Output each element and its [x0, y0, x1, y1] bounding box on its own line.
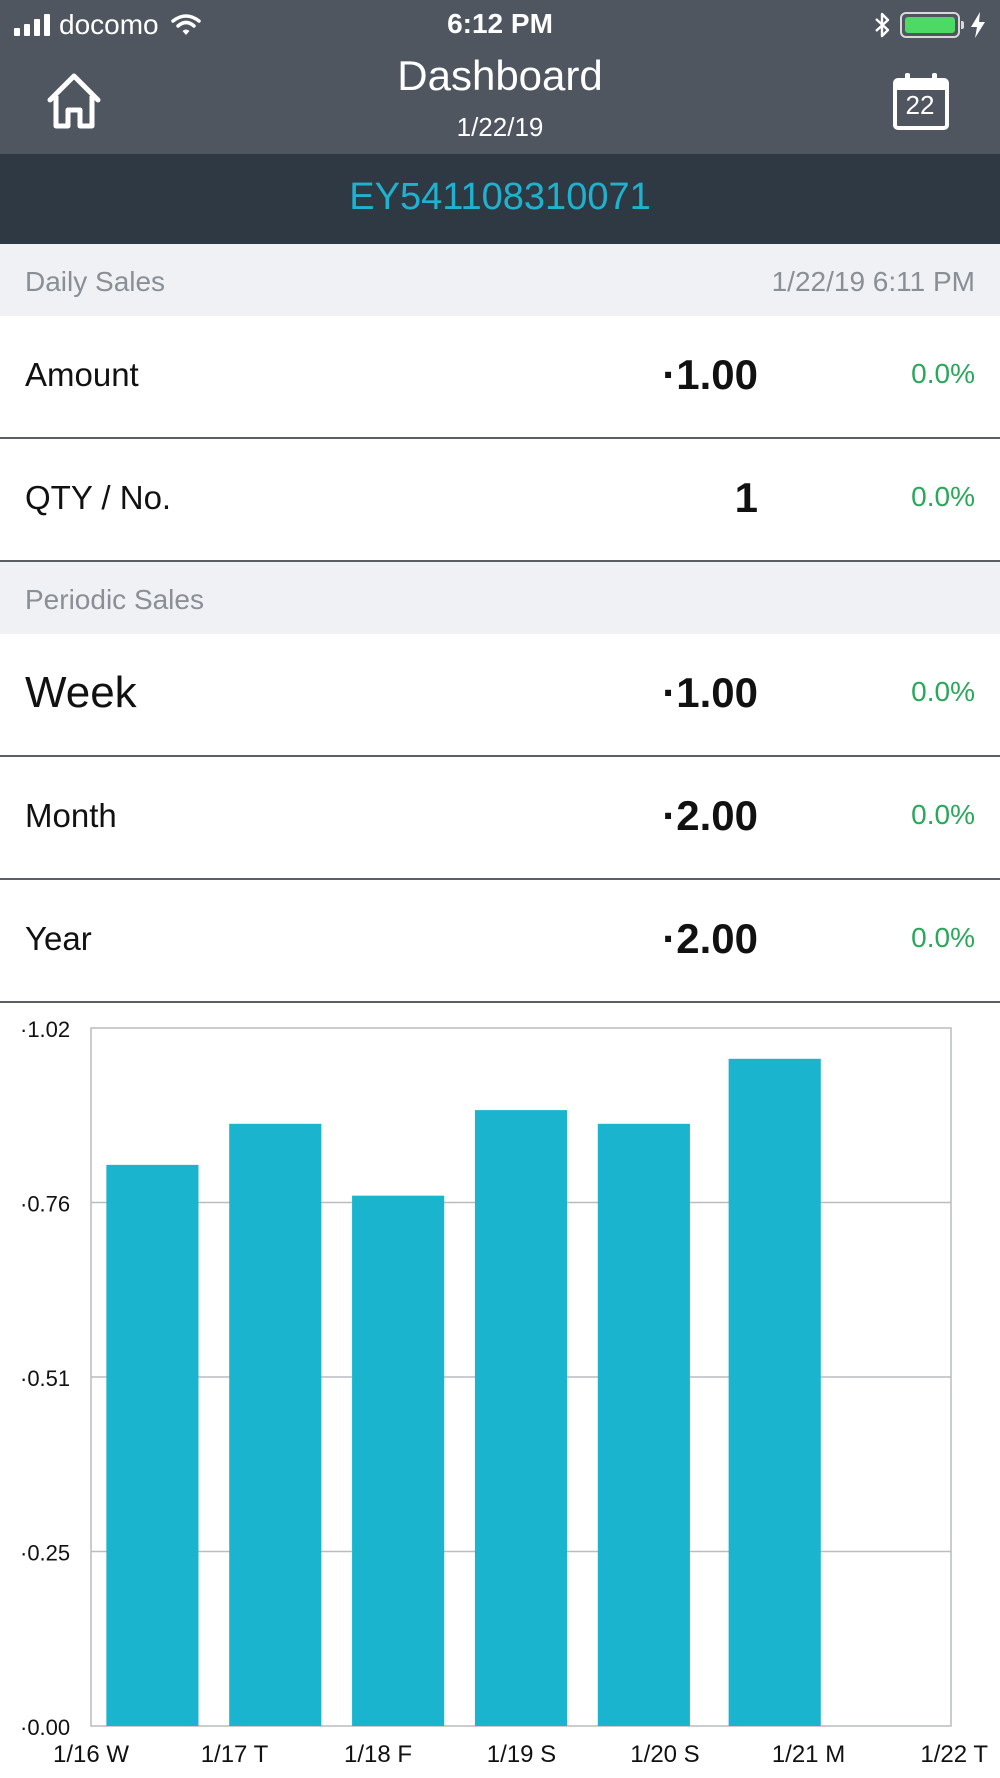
- calendar-button[interactable]: 22: [892, 72, 950, 130]
- x-tick-label: 1/19 S: [487, 1741, 556, 1768]
- row-value: ·1.00: [662, 669, 758, 716]
- x-tick-label: 1/18 F: [344, 1741, 412, 1768]
- x-tick-label: 1/20 S: [630, 1741, 699, 1768]
- signal-icon: [14, 14, 50, 36]
- row-amount: Amount ·1.00 0.0%: [0, 316, 1000, 439]
- page-subtitle-date: 1/22/19: [456, 112, 544, 142]
- x-tick-label: 1/16 W: [53, 1741, 129, 1768]
- bar: [597, 1123, 690, 1726]
- row-percent: 0.0%: [911, 922, 975, 953]
- bar: [728, 1058, 821, 1726]
- bar: [352, 1195, 445, 1726]
- x-tick-label: 1/21 M: [772, 1741, 845, 1768]
- row-label: Week: [25, 668, 137, 717]
- home-button[interactable]: [44, 72, 104, 130]
- row-value: ·1.00: [662, 351, 758, 398]
- wifi-icon: [170, 14, 201, 35]
- row-year: Year ·2.00 0.0%: [0, 880, 1000, 1003]
- row-value: 1: [734, 474, 758, 521]
- carrier-label: docomo: [59, 9, 159, 40]
- calendar-day: 22: [905, 90, 935, 120]
- status-left: docomo: [14, 8, 201, 42]
- row-label: Year: [25, 920, 92, 957]
- calendar-icon: [893, 73, 949, 130]
- row-percent: 0.0%: [911, 358, 975, 389]
- row-label: Month: [25, 797, 117, 834]
- y-tick-label: ·0.51: [20, 1366, 70, 1391]
- top-bar: docomo 6:12 PM Dashboard 1/22/19 22: [0, 0, 1000, 154]
- row-label: QTY / No.: [25, 479, 172, 516]
- device-bar: EY541108310071: [0, 154, 1000, 244]
- row-qty: QTY / No. 1 0.0%: [0, 439, 1000, 562]
- row-percent: 0.0%: [911, 676, 975, 707]
- battery-icon: [900, 12, 964, 38]
- page-title: Dashboard: [397, 52, 603, 99]
- row-value: ·2.00: [662, 915, 758, 962]
- home-icon: [47, 73, 101, 129]
- y-tick-label: ·0.76: [20, 1192, 70, 1217]
- status-time: 6:12 PM: [447, 8, 553, 39]
- bar: [229, 1123, 322, 1726]
- y-tick-label: ·1.02: [20, 1017, 70, 1042]
- row-week: Week ·1.00 0.0%: [0, 634, 1000, 757]
- periodic-sales-label: Periodic Sales: [25, 584, 204, 615]
- x-tick-label: 1/17 T: [201, 1741, 269, 1768]
- bar: [474, 1110, 568, 1726]
- x-tick-label: 1/22 T: [920, 1741, 988, 1768]
- charging-bolt-icon: [971, 12, 985, 38]
- y-tick-label: ·0.00: [20, 1715, 70, 1740]
- bar: [106, 1164, 199, 1726]
- row-month: Month ·2.00 0.0%: [0, 757, 1000, 880]
- daily-sales-label: Daily Sales: [25, 266, 166, 297]
- row-percent: 0.0%: [911, 799, 975, 830]
- device-id[interactable]: EY541108310071: [349, 176, 651, 218]
- periodic-sales-header: Periodic Sales: [0, 562, 1000, 634]
- row-label: Amount: [25, 356, 139, 393]
- row-percent: 0.0%: [911, 481, 975, 512]
- row-value: ·2.00: [662, 792, 758, 839]
- daily-sales-bar-chart: ·0.00 ·0.25 ·0.51 ·0.76 ·1.02 1/16 W 1/17 T 1/1…: [20, 1017, 988, 1768]
- status-right: [874, 8, 986, 42]
- y-tick-label: ·0.25: [20, 1541, 70, 1566]
- bluetooth-icon: [875, 12, 890, 38]
- daily-sales-timestamp: 1/22/19 6:11 PM: [771, 266, 975, 297]
- daily-sales-header: Daily Sales 1/22/19 6:11 PM: [0, 244, 1000, 316]
